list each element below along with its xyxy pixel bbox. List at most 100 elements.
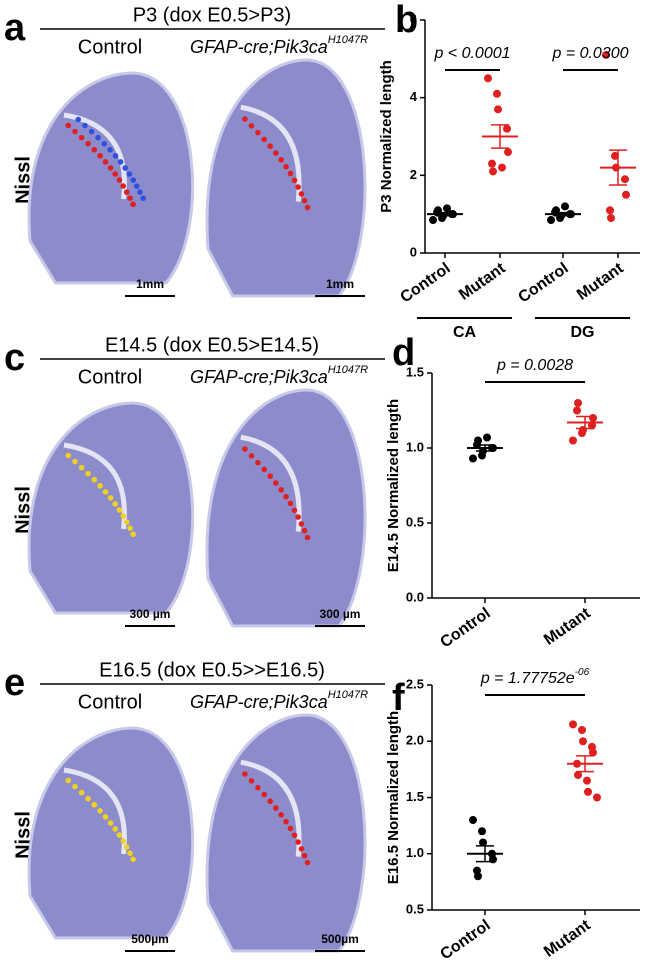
region-dot xyxy=(298,191,305,197)
p-value-text: p = 0.0028 xyxy=(496,357,573,374)
x-tick-label: Mutant xyxy=(574,259,627,303)
region-dot xyxy=(107,146,113,153)
region-dot xyxy=(248,453,255,459)
region-dot xyxy=(278,157,284,163)
p-value-exponent: -06 xyxy=(575,667,590,678)
region-dot xyxy=(278,812,284,818)
region-dot xyxy=(85,470,91,477)
region-dot xyxy=(295,184,301,190)
y-tick-label: 6 xyxy=(410,11,417,26)
region-dot xyxy=(97,152,103,159)
region-dot xyxy=(283,163,289,170)
scale-bar-label: 500µm xyxy=(131,932,169,946)
mutant-label: GFAP-cre;Pik3caH1047R xyxy=(190,34,368,57)
region-dot xyxy=(255,784,261,791)
region-dot xyxy=(107,495,114,501)
data-point xyxy=(498,163,506,172)
y-tick-label: 2.5 xyxy=(406,676,424,691)
region-dot xyxy=(304,859,311,866)
data-point xyxy=(606,206,614,215)
region-dot xyxy=(72,128,78,135)
region-dot xyxy=(116,507,123,513)
data-point xyxy=(602,50,610,59)
region-dot xyxy=(242,446,248,452)
tissue-section xyxy=(205,58,367,298)
region-dot xyxy=(291,832,298,839)
region-dot xyxy=(130,531,136,538)
row-title: E14.5 (dox E0.5>E14.5) xyxy=(105,334,319,356)
data-point xyxy=(579,737,587,746)
data-point xyxy=(478,827,486,836)
p-value: p = 1.77752e-06 xyxy=(480,667,590,688)
data-point xyxy=(621,175,629,184)
y-tick-label: 0.5 xyxy=(406,514,424,529)
region-dot xyxy=(267,143,274,150)
region-dot xyxy=(130,177,137,183)
region-dot xyxy=(78,789,85,796)
panel-letter: f xyxy=(392,677,405,719)
y-tick-label: 1.0 xyxy=(406,845,424,860)
x-tick-label: Control xyxy=(437,605,493,652)
data-point xyxy=(573,406,581,415)
region-dot xyxy=(301,852,308,859)
region-dot xyxy=(301,197,308,204)
region-dot xyxy=(65,452,72,459)
region-dot xyxy=(126,171,133,177)
region-dot xyxy=(78,464,85,471)
data-point xyxy=(469,816,477,824)
region-dot xyxy=(91,801,98,808)
data-point xyxy=(569,720,577,729)
data-point xyxy=(561,202,569,211)
region-dot xyxy=(116,177,123,183)
region-dot xyxy=(88,128,95,135)
data-point xyxy=(578,726,586,734)
region-dot xyxy=(261,466,267,473)
region-dot xyxy=(65,777,72,784)
region-dot xyxy=(91,476,98,483)
region-dot xyxy=(140,195,146,202)
region-dot xyxy=(72,458,78,465)
region-dot xyxy=(102,814,109,820)
data-point xyxy=(622,190,630,199)
data-point xyxy=(429,215,437,224)
region-dot xyxy=(97,482,103,489)
data-point xyxy=(504,148,512,157)
x-tick-label: Mutant xyxy=(541,916,594,960)
mutant-superscript: H1047R xyxy=(328,689,368,701)
y-tick-label: 0.0 xyxy=(406,589,424,604)
panel-letter: d xyxy=(392,332,415,374)
row-title: E16.5 (dox E0.5>>E16.5) xyxy=(99,659,325,681)
region-dot xyxy=(65,122,72,129)
y-tick-label: 1.0 xyxy=(406,439,424,454)
tissue-fold xyxy=(240,434,302,532)
y-tick-label: 4 xyxy=(410,89,418,104)
region-dot xyxy=(242,771,248,777)
y-tick-label: 0.5 xyxy=(406,901,424,916)
mutant-superscript: H1047R xyxy=(328,34,368,46)
y-axis-label: E16.5 Normalized length xyxy=(385,711,402,884)
region-dot xyxy=(283,493,289,500)
region-dot xyxy=(133,183,140,189)
region-dot xyxy=(127,195,133,201)
region-dot xyxy=(97,807,103,814)
y-tick-label: 1.5 xyxy=(406,789,424,804)
data-point xyxy=(569,436,577,445)
y-tick-label: 0 xyxy=(410,244,417,259)
panel-letter: e xyxy=(4,662,25,704)
x-tick-label: Control xyxy=(515,260,571,307)
region-dot xyxy=(242,116,248,122)
tissue-fold xyxy=(240,759,302,857)
data-point xyxy=(611,151,619,160)
p-value-text: p = 0.0300 xyxy=(551,45,628,62)
region-dot xyxy=(248,778,255,784)
data-point xyxy=(494,105,502,114)
x-tick-label: Control xyxy=(437,917,493,964)
data-point xyxy=(593,793,601,802)
data-point xyxy=(483,433,491,442)
data-point xyxy=(589,414,597,422)
region-dot xyxy=(112,501,118,507)
x-tick-label: Mutant xyxy=(456,259,509,303)
region-dot xyxy=(127,850,133,856)
control-label: Control xyxy=(78,691,142,713)
